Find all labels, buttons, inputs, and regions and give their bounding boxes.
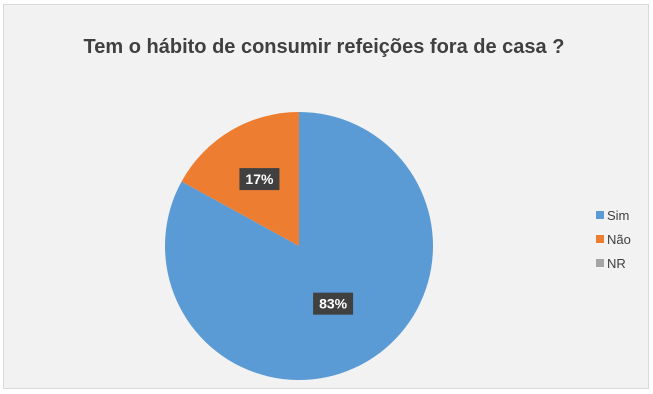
svg-text:17%: 17%	[245, 171, 274, 187]
legend-item-não: Não	[596, 227, 631, 251]
legend-label: Não	[607, 231, 631, 247]
legend-item-sim: Sim	[596, 203, 631, 227]
legend-swatch	[596, 211, 604, 219]
legend-label: NR	[607, 255, 626, 271]
legend-item-nr: NR	[596, 251, 631, 275]
legend-label: Sim	[607, 207, 630, 223]
data-label-sim: 83%	[313, 292, 354, 315]
data-label-não: 17%	[239, 168, 280, 191]
legend-swatch	[596, 259, 604, 267]
legend-swatch	[596, 235, 604, 243]
svg-text:83%: 83%	[319, 296, 348, 312]
chart-title: Tem o hábito de consumir refeições fora …	[83, 36, 565, 58]
legend: Sim Não NR	[596, 203, 631, 275]
